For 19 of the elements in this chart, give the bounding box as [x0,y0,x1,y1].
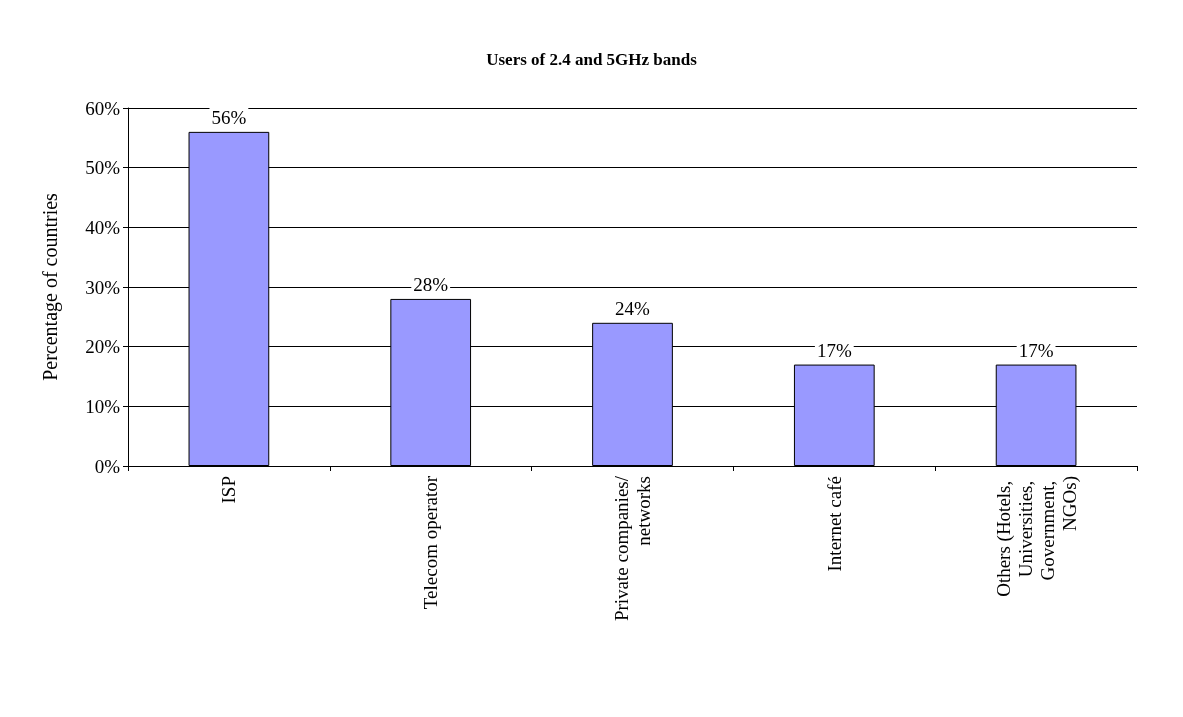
y-tick-label: 50% [85,157,121,179]
data-label: 56% [211,106,247,128]
y-tick-label: 40% [85,216,121,238]
x-tick-label: Internet café [823,476,845,572]
y-tick-label: 10% [85,395,121,417]
x-tick-label: Others (Hotels, Universities, Government, NGOs) [992,476,1081,597]
data-label: 17% [816,339,852,361]
y-tick-label: 30% [85,276,121,298]
x-tick-label: Private companies/networks [611,475,654,622]
data-label: 24% [615,297,651,319]
x-tick-label: Telecom operator [420,475,442,610]
y-tick-label: 20% [85,336,121,358]
chart-title: Users of 2.4 and 5GHz bands [486,50,698,69]
y-axis-title: Percentage of countries [39,192,62,381]
data-label: 28% [413,273,449,295]
y-tick-label: 0% [94,455,121,477]
x-tick-label: ISP [218,476,240,504]
data-label: 17% [1018,339,1054,361]
y-tick-label: 60% [85,97,121,119]
